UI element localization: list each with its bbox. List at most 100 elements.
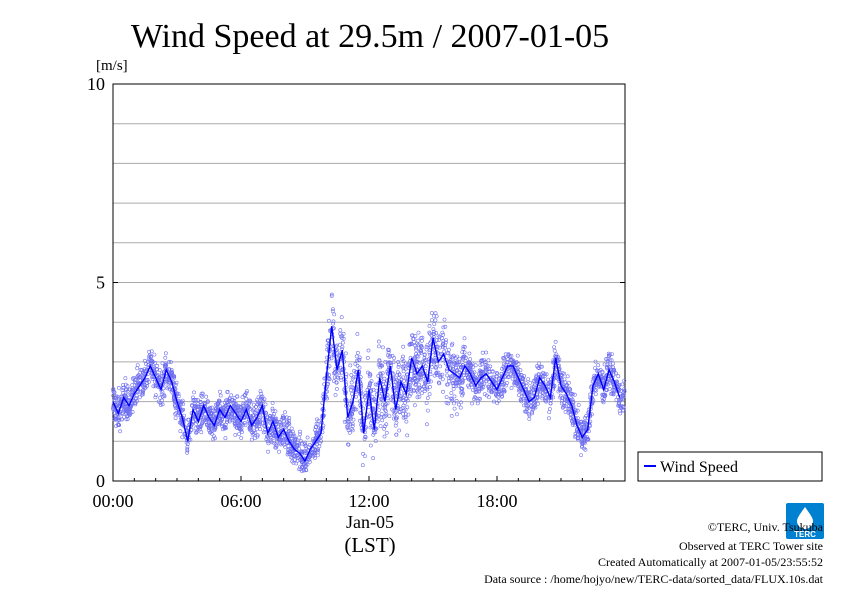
data-point <box>376 339 381 344</box>
data-point <box>394 416 399 421</box>
data-point <box>387 414 392 419</box>
data-point <box>618 411 623 416</box>
data-point <box>140 374 145 379</box>
data-point <box>147 353 152 358</box>
data-point <box>417 371 422 376</box>
data-point <box>339 315 344 320</box>
data-point <box>269 440 274 445</box>
data-point <box>470 401 475 406</box>
data-point <box>519 399 524 404</box>
data-point <box>122 407 127 412</box>
data-point <box>560 398 565 403</box>
data-point <box>229 412 234 417</box>
data-point <box>454 398 459 403</box>
data-point <box>205 399 210 404</box>
data-point <box>233 433 238 437</box>
data-point <box>495 401 500 405</box>
data-point <box>363 435 368 440</box>
data-point <box>445 351 450 356</box>
data-point <box>622 387 627 392</box>
data-point <box>416 330 421 335</box>
data-point <box>530 409 535 414</box>
data-point <box>537 361 542 366</box>
x-tick-label: 06:00 <box>220 491 261 511</box>
data-point <box>565 374 570 379</box>
data-point <box>434 330 438 335</box>
data-point <box>422 353 427 357</box>
data-point <box>482 381 487 386</box>
data-point <box>262 397 267 402</box>
data-point <box>253 430 258 435</box>
data-point <box>480 350 485 355</box>
data-point <box>420 335 425 340</box>
data-point <box>581 430 586 434</box>
data-point <box>576 403 581 407</box>
data-point <box>198 399 203 404</box>
legend-label: Wind Speed <box>660 459 738 476</box>
data-point <box>367 414 372 419</box>
data-point <box>480 359 485 364</box>
data-point <box>494 370 499 375</box>
data-point <box>341 336 346 341</box>
data-point <box>530 411 535 416</box>
data-point <box>245 389 249 394</box>
data-point <box>343 351 348 356</box>
data-point <box>434 362 439 366</box>
data-point <box>579 420 584 425</box>
data-point <box>140 390 145 395</box>
data-point <box>605 357 610 362</box>
data-point <box>160 390 165 395</box>
data-point <box>123 376 128 381</box>
data-point <box>566 406 571 411</box>
data-point <box>509 386 514 390</box>
data-point <box>424 401 429 405</box>
data-point <box>267 419 272 424</box>
data-point <box>462 350 467 355</box>
x-tick-label: 00:00 <box>92 491 133 511</box>
data-point <box>335 343 339 348</box>
data-point <box>234 420 239 425</box>
data-point <box>620 393 625 398</box>
data-point <box>452 375 457 380</box>
scatter-points <box>111 292 627 474</box>
data-point <box>355 358 360 363</box>
data-point <box>475 401 480 406</box>
data-point <box>329 292 334 297</box>
data-point <box>401 354 405 359</box>
data-point <box>441 332 446 337</box>
data-point <box>380 345 385 350</box>
data-point <box>373 430 378 435</box>
data-point <box>261 430 266 435</box>
data-point <box>230 397 235 402</box>
data-point <box>401 398 405 403</box>
data-point <box>251 407 256 412</box>
data-point <box>373 439 378 443</box>
data-point <box>362 454 367 459</box>
data-point <box>602 362 607 367</box>
data-point <box>279 423 283 428</box>
data-point <box>496 376 501 381</box>
data-point <box>214 406 219 411</box>
data-point <box>462 354 467 359</box>
data-point <box>459 400 463 405</box>
data-point <box>117 396 122 401</box>
legend-box <box>637 451 823 482</box>
data-point <box>428 341 432 346</box>
data-point <box>211 434 216 439</box>
data-point <box>558 393 563 398</box>
data-point <box>620 397 625 402</box>
data-point <box>449 413 454 418</box>
data-point <box>294 461 299 466</box>
data-point <box>312 441 317 446</box>
data-point <box>491 375 496 380</box>
data-point <box>221 407 226 412</box>
data-point <box>393 409 398 414</box>
data-point <box>619 405 623 409</box>
data-point <box>353 362 358 366</box>
x-axis-date-label: Jan-05 <box>346 512 394 532</box>
data-point <box>580 445 584 449</box>
data-point <box>271 435 276 440</box>
data-point <box>433 365 438 370</box>
data-point <box>186 417 191 422</box>
data-point <box>516 384 521 389</box>
